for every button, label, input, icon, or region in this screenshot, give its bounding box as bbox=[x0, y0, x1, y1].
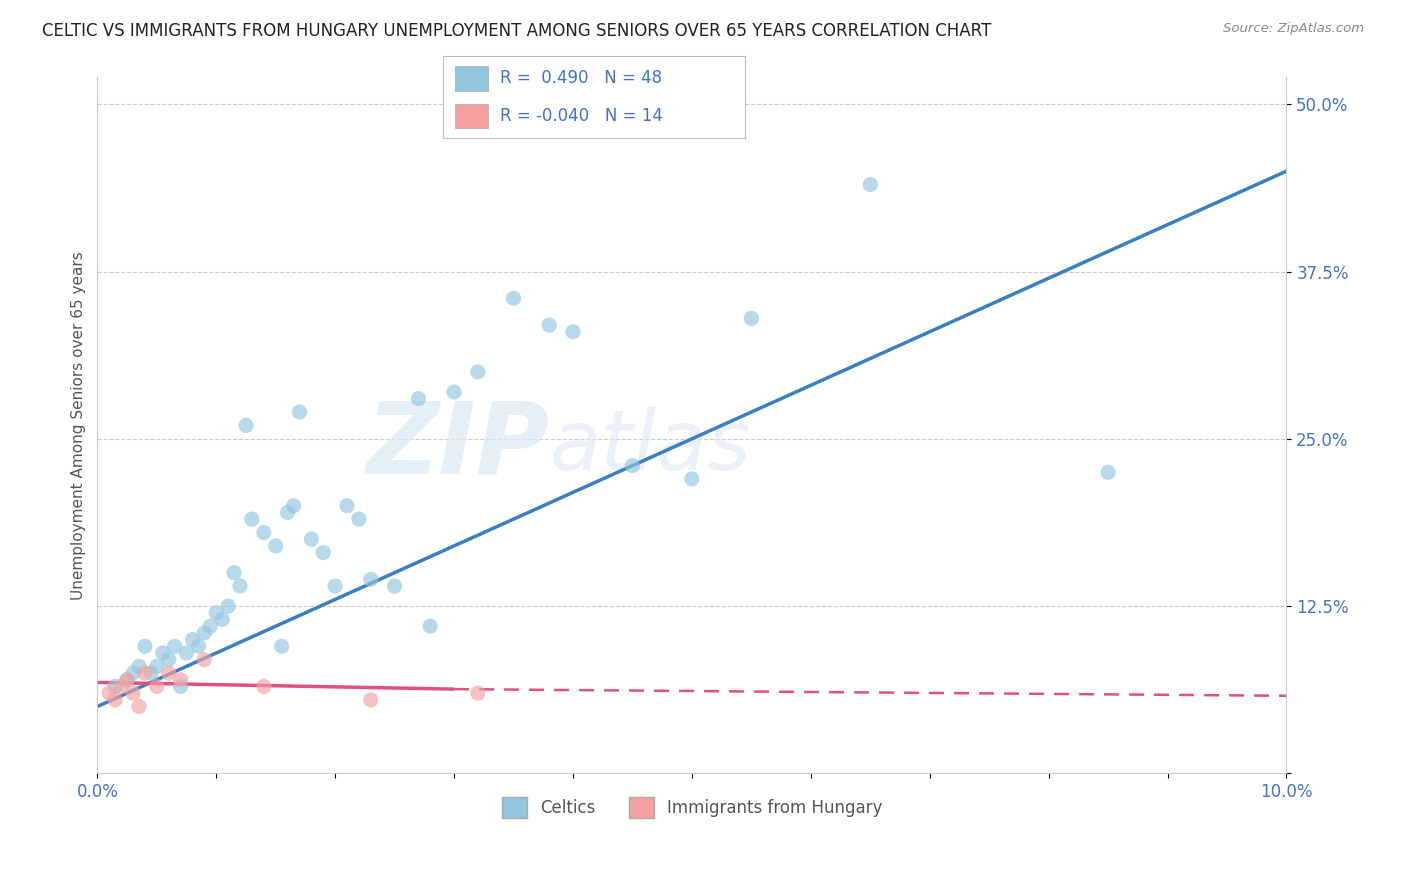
Point bbox=[181, 632, 204, 647]
Text: Source: ZipAtlas.com: Source: ZipAtlas.com bbox=[1223, 22, 1364, 36]
Point bbox=[859, 178, 882, 192]
Text: R =  0.490   N = 48: R = 0.490 N = 48 bbox=[501, 70, 662, 87]
Point bbox=[193, 653, 215, 667]
Point bbox=[323, 579, 346, 593]
Point bbox=[157, 666, 180, 681]
Point bbox=[169, 673, 191, 687]
Point bbox=[336, 499, 359, 513]
Point bbox=[283, 499, 305, 513]
Point bbox=[253, 680, 276, 694]
Bar bbox=[456, 66, 488, 91]
Bar bbox=[456, 103, 488, 128]
Point bbox=[128, 699, 150, 714]
Point bbox=[419, 619, 441, 633]
Point bbox=[146, 659, 169, 673]
Point bbox=[157, 653, 180, 667]
Point bbox=[443, 384, 465, 399]
Point bbox=[176, 646, 198, 660]
Point bbox=[211, 613, 233, 627]
Point bbox=[270, 640, 292, 654]
Text: CELTIC VS IMMIGRANTS FROM HUNGARY UNEMPLOYMENT AMONG SENIORS OVER 65 YEARS CORRE: CELTIC VS IMMIGRANTS FROM HUNGARY UNEMPL… bbox=[42, 22, 991, 40]
Point bbox=[163, 640, 186, 654]
Point bbox=[347, 512, 370, 526]
Point bbox=[384, 579, 406, 593]
Point bbox=[146, 680, 169, 694]
Point bbox=[360, 573, 382, 587]
Point bbox=[277, 505, 299, 519]
Text: ZIP: ZIP bbox=[366, 398, 550, 495]
Legend: Celtics, Immigrants from Hungary: Celtics, Immigrants from Hungary bbox=[495, 790, 889, 824]
Point bbox=[360, 693, 382, 707]
Point bbox=[264, 539, 287, 553]
Point bbox=[128, 659, 150, 673]
Point bbox=[115, 673, 138, 687]
Point bbox=[312, 545, 335, 559]
Point bbox=[408, 392, 430, 406]
Y-axis label: Unemployment Among Seniors over 65 years: Unemployment Among Seniors over 65 years bbox=[72, 251, 86, 599]
Point bbox=[681, 472, 703, 486]
Point bbox=[740, 311, 762, 326]
Point bbox=[288, 405, 311, 419]
Point bbox=[169, 680, 191, 694]
Point bbox=[224, 566, 246, 580]
Point bbox=[104, 693, 127, 707]
Point bbox=[467, 686, 489, 700]
Point bbox=[98, 686, 121, 700]
Point bbox=[134, 666, 156, 681]
Point bbox=[104, 680, 127, 694]
Point bbox=[229, 579, 252, 593]
Point bbox=[110, 680, 132, 694]
Point bbox=[240, 512, 263, 526]
Text: R = -0.040   N = 14: R = -0.040 N = 14 bbox=[501, 107, 664, 125]
Text: atlas: atlas bbox=[550, 406, 751, 487]
Point bbox=[217, 599, 239, 614]
Point bbox=[193, 626, 215, 640]
Point bbox=[122, 666, 145, 681]
Point bbox=[152, 646, 174, 660]
Point bbox=[1097, 465, 1119, 479]
Point bbox=[502, 291, 524, 305]
Point bbox=[200, 619, 222, 633]
Point bbox=[139, 666, 162, 681]
Point bbox=[621, 458, 644, 473]
Point bbox=[467, 365, 489, 379]
Point bbox=[235, 418, 257, 433]
Point bbox=[122, 686, 145, 700]
Point bbox=[253, 525, 276, 540]
Point bbox=[299, 532, 322, 546]
Point bbox=[538, 318, 561, 332]
Point bbox=[562, 325, 585, 339]
Point bbox=[115, 673, 138, 687]
Point bbox=[134, 640, 156, 654]
Point bbox=[205, 606, 228, 620]
Point bbox=[187, 640, 209, 654]
